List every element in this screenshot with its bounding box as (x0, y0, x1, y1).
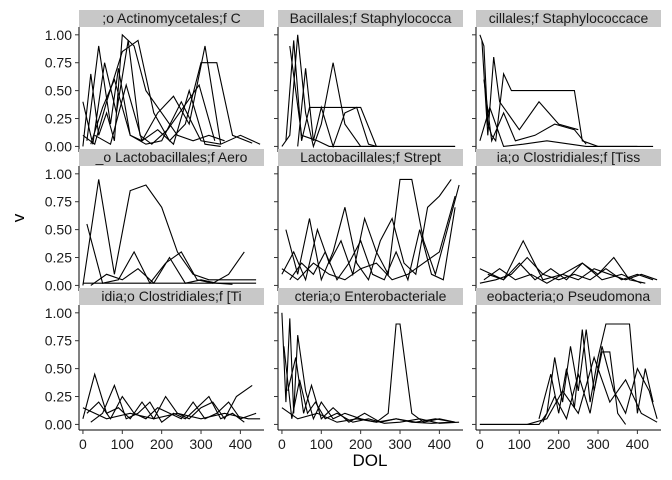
x-tick-label: 300 (189, 436, 213, 452)
x-tick-label: 200 (547, 436, 571, 452)
x-tick-label: 100 (508, 436, 532, 452)
x-tick-label: 200 (349, 436, 373, 452)
facet-strip (278, 10, 463, 27)
x-tick-label: 300 (388, 436, 412, 452)
x-tick-label: 300 (586, 436, 610, 452)
series-line (289, 45, 456, 147)
x-tick-label: 100 (310, 436, 334, 452)
facet-strip (79, 10, 264, 27)
y-tick-label: 0.75 (45, 55, 72, 71)
y-tick-label: 1.00 (45, 27, 72, 43)
y-tick-label: 0.25 (45, 111, 72, 127)
y-tick-label: 1.00 (45, 305, 72, 321)
y-tick-label: 0.00 (45, 416, 72, 432)
series-line (538, 323, 654, 419)
facet-strip (79, 288, 264, 305)
x-tick-label: 200 (150, 436, 174, 452)
series-line (481, 40, 579, 136)
facet-strip-label: cillales;f Staphylococcace (489, 10, 649, 26)
facet-strip-label: Bacillales;f Staphylococca (290, 10, 452, 26)
series-line (281, 312, 456, 423)
series-line (483, 268, 658, 284)
series-line (479, 239, 642, 284)
facet-strip-label: cteria;o Enterobacteriale (295, 288, 447, 304)
series-line (283, 346, 460, 424)
series-line (82, 372, 253, 420)
series-line (94, 82, 221, 147)
y-tick-label: 0.50 (45, 361, 72, 377)
series-line (479, 105, 654, 147)
y-tick-label: 0.50 (45, 222, 72, 238)
series-line (479, 355, 658, 425)
series-line (82, 179, 257, 286)
facet-strip (278, 149, 463, 166)
y-tick-label: 0.25 (45, 250, 72, 266)
series-line (289, 207, 456, 282)
x-tick-label: 0 (278, 436, 286, 452)
facet-strip-label: Lactobacillales;f Strept (300, 149, 441, 165)
facet-strip (476, 149, 661, 166)
y-tick-label: 0.75 (45, 194, 72, 210)
series-line (90, 256, 233, 286)
x-tick-label: 100 (111, 436, 135, 452)
x-tick-label: 400 (626, 436, 650, 452)
facet-strip (476, 10, 661, 27)
facet-strip (79, 149, 264, 166)
x-tick-label: 0 (79, 436, 87, 452)
series-line (82, 39, 253, 146)
series-line (479, 34, 638, 147)
facet-strip-label: _o Lactobacillales;f Aero (95, 149, 248, 165)
series-line (487, 256, 646, 284)
x-tick-label: 400 (428, 436, 452, 452)
facet-strip (278, 288, 463, 305)
y-tick-label: 0.25 (45, 389, 72, 405)
series-line (281, 195, 456, 281)
y-tick-label: 0.75 (45, 333, 72, 349)
facet-strip-label: ;o Actinomycetales;f C (102, 10, 241, 26)
series-line (281, 407, 456, 423)
series-line (285, 179, 452, 282)
series-line (82, 33, 225, 147)
y-tick-label: 0.50 (45, 83, 72, 99)
facet-strip (476, 288, 661, 305)
series-line (86, 395, 257, 420)
facet-strip-label: ia;o Clostridiales;f [Tiss (497, 149, 640, 165)
facet-strip-label: idia;o Clostridiales;f [Ti (101, 288, 241, 304)
y-tick-label: 0.00 (45, 138, 72, 154)
series-line (285, 40, 377, 147)
series-line (281, 178, 460, 282)
x-tick-label: 400 (229, 436, 253, 452)
y-tick-label: 0.00 (45, 277, 72, 293)
series-line (479, 329, 627, 425)
series-line (82, 407, 261, 420)
series-line (483, 79, 587, 145)
y-axis-title: v (9, 213, 28, 222)
facet-strip-label: eobacteria;o Pseudomona (487, 288, 651, 304)
series-line (542, 346, 658, 423)
series-line (287, 357, 452, 424)
x-tick-label: 0 (476, 436, 484, 452)
x-axis-title: DOL (353, 451, 388, 470)
y-tick-label: 1.00 (45, 166, 72, 182)
